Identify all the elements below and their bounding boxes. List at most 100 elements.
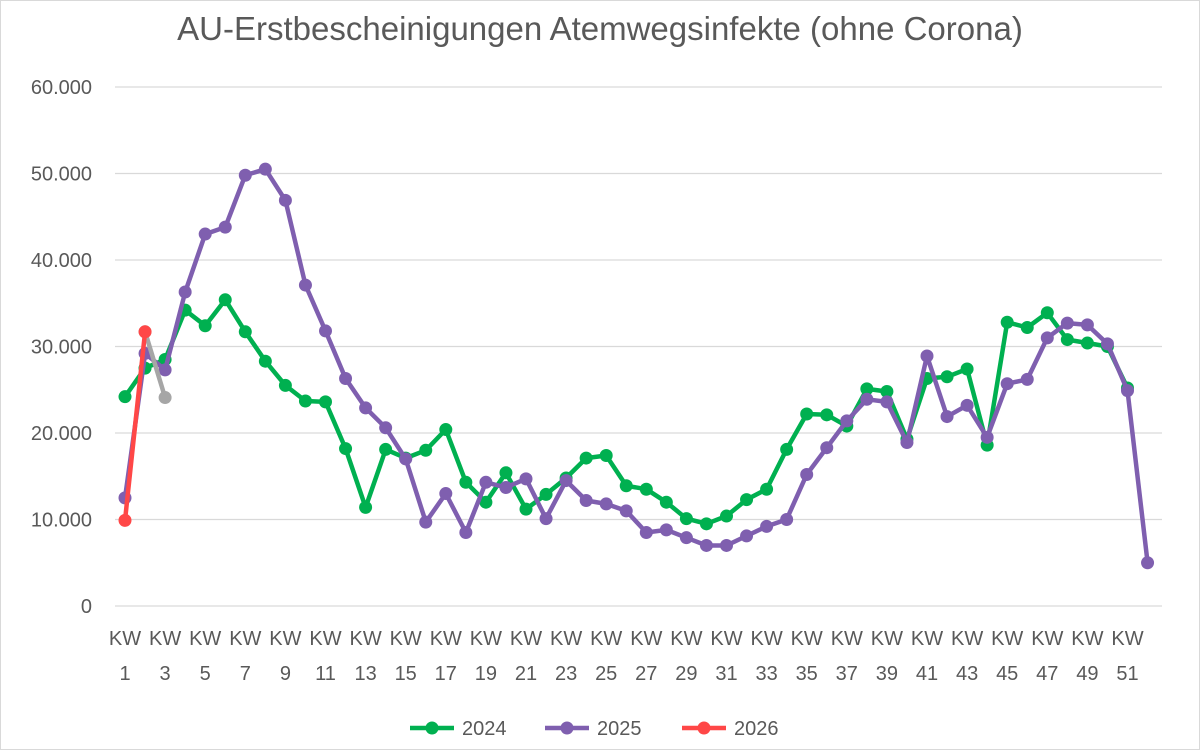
x-tick-label: KW [189, 628, 221, 650]
legend: 2024 2025 2026 [410, 718, 779, 740]
data-point [579, 493, 593, 507]
data-point [499, 480, 513, 494]
data-point [238, 168, 252, 182]
x-tick-label: KW [149, 628, 181, 650]
data-point [639, 482, 653, 496]
x-tick-label: KW [991, 628, 1023, 650]
y-tick-label: 0 [81, 596, 92, 618]
data-point [619, 504, 633, 518]
data-point [198, 319, 212, 333]
data-point [359, 401, 373, 415]
x-tick-label: 23 [555, 663, 577, 685]
x-tick-label: 27 [635, 663, 657, 685]
data-point [1040, 306, 1054, 320]
x-tick-label: KW [309, 628, 341, 650]
data-point [258, 354, 272, 368]
data-point [659, 523, 673, 537]
y-tick-label: 50.000 [31, 164, 92, 186]
legend-swatch-marker [425, 721, 439, 735]
data-point [1000, 315, 1014, 329]
data-point [1060, 316, 1074, 330]
data-point [699, 538, 713, 552]
series-line [122, 166, 1150, 566]
x-tick-label: 29 [675, 663, 697, 685]
data-point [780, 513, 794, 526]
data-point [158, 391, 172, 405]
data-point [599, 497, 613, 511]
x-tick-label: 11 [315, 663, 336, 685]
x-tick-label: KW [791, 628, 823, 650]
data-point [319, 395, 332, 409]
data-point [659, 495, 673, 509]
data-point [158, 363, 172, 377]
data-point [258, 162, 272, 176]
data-point [1100, 337, 1114, 351]
data-point [459, 525, 473, 539]
data-point [679, 531, 693, 545]
x-tick-label: KW [510, 628, 542, 650]
data-point [619, 479, 633, 493]
x-tick-label: 31 [715, 663, 737, 685]
x-tick-label: KW [390, 628, 422, 650]
data-point [940, 410, 954, 424]
data-point [740, 529, 754, 543]
x-tick-label: KW [1071, 628, 1103, 650]
data-point [419, 515, 433, 529]
data-point [218, 220, 232, 234]
legend-label: 2025 [597, 718, 642, 740]
data-point [319, 324, 332, 338]
x-tick-label: 35 [796, 663, 818, 685]
data-point [278, 378, 292, 392]
x-tick-label: 9 [280, 663, 291, 685]
data-point [880, 395, 894, 409]
x-tick-label: KW [670, 628, 702, 650]
y-tick-label: 30.000 [31, 337, 92, 359]
x-tick-label: KW [430, 628, 462, 650]
data-point [820, 441, 834, 455]
data-point [1080, 318, 1094, 332]
data-point [519, 472, 533, 486]
data-point [238, 325, 252, 339]
data-point [379, 421, 393, 435]
data-point [178, 285, 192, 299]
legend-swatch-marker [560, 721, 574, 735]
data-point [419, 443, 433, 457]
data-point [539, 487, 553, 501]
x-tick-label: 51 [1116, 663, 1138, 685]
data-point [479, 475, 493, 489]
data-point [820, 408, 834, 422]
data-point [599, 448, 613, 462]
x-tick-label: 15 [395, 663, 417, 685]
data-point [1000, 377, 1014, 391]
data-point [840, 414, 854, 428]
data-point [1020, 320, 1034, 334]
y-axis: 0 10.000 20.000 30.000 40.000 50.000 60.000 [31, 77, 92, 618]
data-point [298, 278, 312, 292]
x-tick-label: KW [349, 628, 381, 650]
data-point [1060, 333, 1074, 347]
data-point [339, 442, 353, 456]
data-point [1080, 336, 1094, 350]
data-point [198, 227, 212, 241]
x-tick-label: KW [911, 628, 943, 650]
x-tick-label: KW [871, 628, 903, 650]
x-tick-label: KW [269, 628, 301, 650]
gridlines [115, 86, 1162, 607]
chart-title: AU-Erstbescheinigungen Atemwegsinfekte (… [177, 10, 1023, 47]
x-tick-label: 25 [595, 663, 617, 685]
data-point [399, 452, 413, 466]
x-tick-label: 41 [916, 663, 938, 685]
data-point [760, 482, 774, 496]
legend-label: 2026 [734, 718, 779, 740]
data-point [278, 193, 292, 207]
data-point [118, 513, 132, 527]
data-point [900, 436, 914, 450]
data-point [940, 370, 954, 384]
series-2024 [118, 293, 1134, 531]
x-tick-label: 37 [836, 663, 858, 685]
legend-item-2024: 2024 [410, 718, 507, 740]
data-point [860, 382, 874, 396]
data-point [118, 390, 132, 404]
data-point [218, 293, 232, 307]
data-point [800, 468, 814, 482]
